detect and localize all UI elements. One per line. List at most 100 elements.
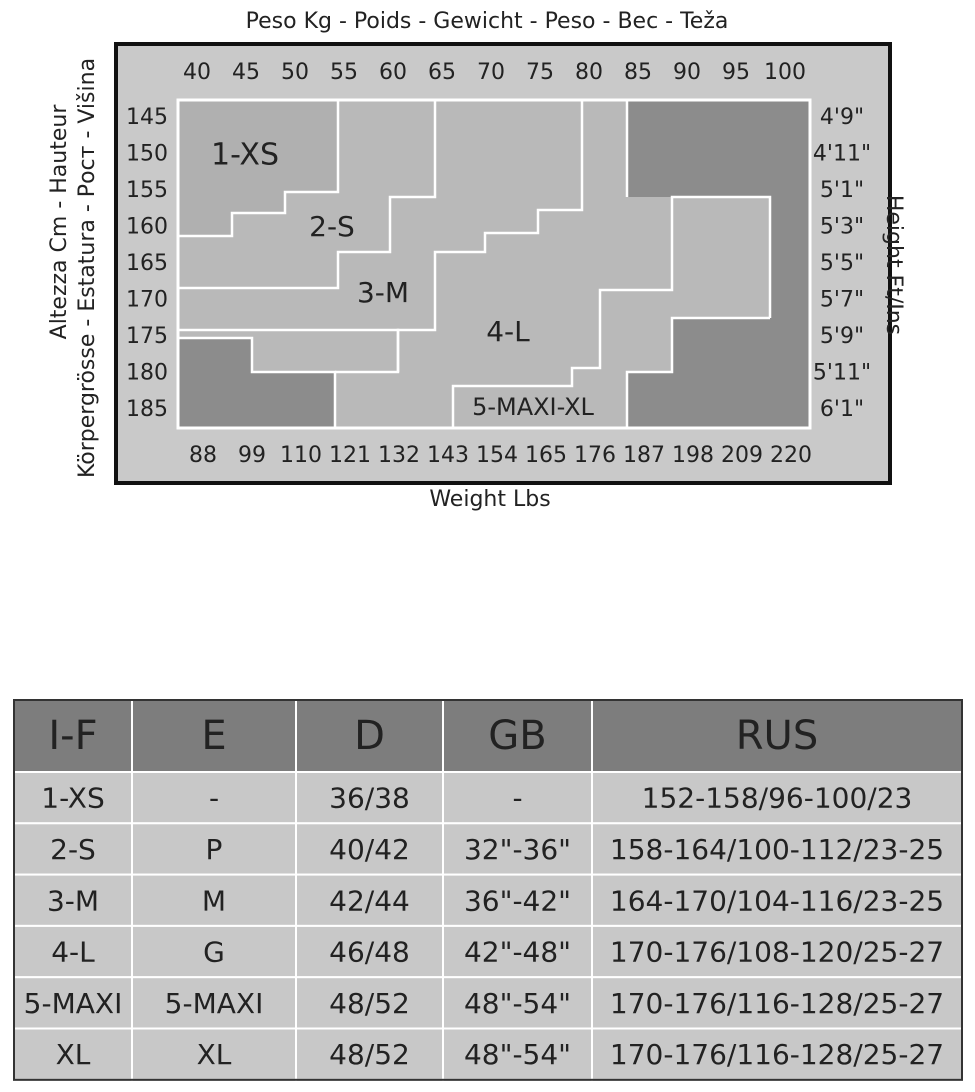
table-cell [591,924,963,979]
boundary [178,336,337,428]
boundary [625,316,770,428]
kg-title: Peso Kg - Poids - Gewicht - Peso - Bec -… [246,9,729,34]
table-cell [131,822,297,876]
cell-text: M [202,884,226,917]
lbs-label: 220 [770,443,812,468]
lbs-title: Weight Lbs [429,487,550,512]
cell-text: 48/52 [329,987,410,1020]
kg-label: 60 [379,60,407,85]
lbs-label: 99 [238,443,266,468]
kg-label: 45 [232,60,260,85]
table-cell [442,924,593,979]
header-cell [295,699,444,773]
lbs-label: 198 [672,443,714,468]
cell-text: 170-176/116-128/25-27 [610,987,944,1020]
cell-text: 1-XS [41,782,104,815]
cell-text: 164-170/104-116/23-25 [610,884,944,917]
header-text: D [354,713,385,759]
table-cell [442,976,593,1030]
cell-text: 48"-54" [464,1038,571,1071]
cell-text: G [203,936,225,969]
cell-text: 36/38 [329,782,410,815]
cm-label: 175 [126,324,168,349]
header-text: E [201,713,226,759]
ft-label: 5'3" [820,215,864,240]
kg-label: 90 [673,60,701,85]
cm-label: 180 [126,361,168,386]
kg-label: 80 [575,60,603,85]
boundary [178,100,437,290]
ft-label: 5'5" [820,251,864,276]
table-cell [591,822,963,876]
lbs-label: 88 [189,443,217,468]
cell-text: 158-164/100-112/23-25 [610,833,944,866]
cm-label: 155 [126,178,168,203]
header-text: RUS [736,713,818,759]
ft-label: 5'9" [820,324,864,349]
table-cell [442,1027,593,1081]
lbs-label: 187 [623,443,665,468]
boundary [178,100,340,238]
cell-text: 4-L [51,936,95,969]
region-dark-left [178,338,335,428]
kg-label: 75 [526,60,554,85]
right-label: Height Ft/Ins [881,195,906,335]
cell-text: XL [197,1038,232,1071]
cell-text: 48/52 [329,1038,410,1071]
header-text: I-F [48,713,97,759]
table-cell [131,924,297,979]
lbs-label: 154 [476,443,518,468]
lbs-label: 143 [427,443,469,468]
size-region-label: 2-S [309,210,355,243]
table-cell [131,873,297,927]
ft-label: 4'11" [813,142,871,167]
lbs-label: 176 [574,443,616,468]
table-cell [295,1027,444,1081]
size-region-label: 5-MAXI-XL [472,393,594,421]
cell-text: 36"-42" [464,884,571,917]
region-xs [178,100,338,236]
table-cell [131,1027,297,1081]
kg-label: 55 [330,60,358,85]
cell-text: 5-MAXI [24,987,123,1020]
boundary [178,328,400,374]
cell-text: 46/48 [329,936,410,969]
cell-text: 2-S [50,833,96,866]
cell-text: XL [56,1038,91,1071]
ft-label: 5'1" [820,178,864,203]
ft-label: 6'1" [820,397,864,422]
table-cell [295,873,444,927]
cm-label: 170 [126,288,168,313]
cell-text: - [512,782,522,815]
cell-text: 42/44 [329,884,410,917]
boundary [433,100,584,290]
table-cell [591,771,963,825]
kg-label: 85 [624,60,652,85]
size-region-label: 1-XS [211,138,279,173]
lbs-label: 121 [329,443,371,468]
table-cell [13,924,133,979]
cell-text: 5-MAXI [165,987,264,1020]
dynamic: 40 45 50 55 60 65 70 75 80 85 90 95 100 88 99 110 121 132… [13,60,963,1081]
ft-label: 5'7" [820,288,864,313]
ft-label: 5'11" [813,361,871,386]
cm-label: 185 [126,397,168,422]
size-region-label: 4-L [486,315,530,348]
cell-text: 40/42 [329,833,410,866]
kg-label: 100 [764,60,806,85]
kg-label: 40 [183,60,211,85]
kg-label: 70 [477,60,505,85]
cm-label: 150 [126,142,168,167]
header-cell [591,699,963,773]
grid-border [176,98,812,430]
cell-text: - [209,782,219,815]
table-border [13,699,963,1081]
kg-label: 50 [281,60,309,85]
ft-label: 4'9" [820,105,864,130]
lbs-label: 165 [525,443,567,468]
table-cell [295,976,444,1030]
table-cell [131,976,297,1030]
cm-label: 145 [126,105,168,130]
cell-text: 170-176/116-128/25-27 [610,1038,944,1071]
cell-text: P [206,833,223,866]
